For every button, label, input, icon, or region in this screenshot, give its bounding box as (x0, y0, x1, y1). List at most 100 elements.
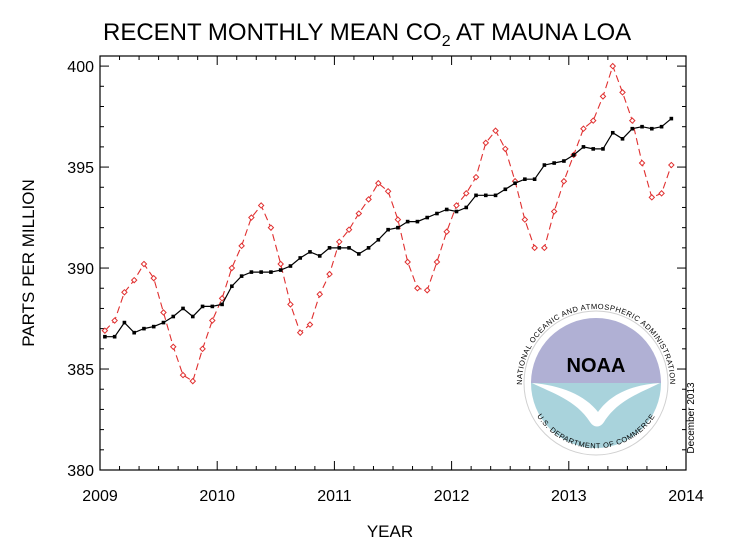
monthly-mean-point (199, 345, 206, 353)
monthly-mean-point (668, 161, 675, 169)
monthly-mean-point (638, 159, 646, 167)
trend-point (181, 306, 185, 311)
axis-ticks: 2009 2010 2011 2012 2013 2014 380 385 390 395 400 (67, 56, 704, 505)
trend-point (171, 314, 176, 319)
trend-point (483, 193, 488, 198)
trend-point (230, 284, 234, 289)
monthly-mean-point (560, 177, 568, 185)
monthly-mean-point (521, 216, 529, 223)
monthly-mean-point (306, 321, 314, 328)
trend-point (396, 225, 400, 230)
trend-point (366, 246, 371, 250)
trend-point (327, 246, 332, 250)
monthly-mean-point (492, 127, 499, 135)
noaa-logo: NOAA NATIONAL OCEANIC AND ATMOSPHERIC AD… (515, 302, 677, 456)
date-annotation: December 2013 (686, 382, 697, 454)
monthly-mean-point (355, 210, 363, 217)
trend-point (190, 314, 195, 319)
monthly-mean-point (414, 284, 421, 292)
x-tick-label: 2011 (317, 488, 352, 505)
monthly-mean-point (541, 244, 548, 252)
trend-point (122, 320, 127, 325)
trend-point (532, 177, 537, 181)
trend-point (298, 256, 303, 260)
monthly-mean-point (140, 260, 148, 268)
y-tick-label: 380 (67, 463, 94, 480)
noaa-acronym: NOAA (567, 355, 626, 377)
monthly-mean-point (482, 139, 490, 147)
monthly-mean-point (160, 309, 167, 316)
monthly-mean-point (179, 371, 187, 379)
monthly-mean-point (609, 62, 617, 70)
monthly-mean-point (257, 202, 265, 209)
trend-point (523, 177, 527, 181)
trend-point (464, 205, 469, 210)
y-axis-label: PARTS PER MILLION (19, 179, 38, 347)
trend-point (669, 116, 674, 121)
monthly-mean-point (296, 329, 304, 336)
monthly-mean-point (209, 317, 216, 324)
monthly-mean-point (648, 194, 656, 201)
noaa-logo-bird (532, 383, 660, 427)
trend-point (112, 334, 117, 339)
monthly-mean-point (130, 276, 138, 284)
trend-point (650, 126, 654, 131)
trend-point (503, 187, 508, 192)
noaa-logo-top (531, 318, 661, 383)
trend-point (454, 209, 459, 214)
trend-point (386, 227, 390, 232)
trend-point (640, 124, 644, 129)
trend-point (376, 237, 381, 242)
monthly-mean-point (658, 190, 665, 197)
trend-point (220, 302, 224, 307)
monthly-mean-point (619, 89, 626, 96)
trend-point (288, 264, 293, 268)
x-tick-label: 2012 (434, 488, 470, 505)
trend-point (542, 163, 547, 167)
trend-point (278, 268, 283, 272)
trend-point (659, 124, 664, 129)
monthly-mean-point (384, 187, 392, 195)
trend-point (200, 304, 205, 309)
monthly-mean-point (287, 301, 294, 308)
monthly-mean-point (121, 288, 128, 296)
trend-point (630, 126, 635, 131)
trend-point (210, 304, 215, 309)
monthly-mean-point (335, 238, 343, 246)
x-tick-label: 2009 (82, 488, 118, 505)
title-suffix: AT MAUNA LOA (451, 19, 632, 46)
monthly-mean-point (472, 173, 480, 181)
monthly-mean-point (628, 117, 636, 124)
trend-point (405, 219, 410, 224)
monthly-mean-point (502, 145, 509, 153)
trend-point (151, 324, 156, 329)
monthly-mean-point (267, 224, 275, 231)
trend-point (562, 159, 566, 163)
trend-point (161, 320, 166, 325)
trend-point (571, 153, 576, 157)
trend-point (317, 254, 322, 258)
x-axis-label: YEAR (367, 522, 413, 541)
trend-point (493, 193, 498, 198)
x-tick-label: 2013 (551, 488, 587, 505)
trend-point (610, 130, 615, 135)
trend-point (308, 250, 312, 254)
trend-point (337, 246, 342, 250)
monthly-mean-point (580, 125, 587, 133)
monthly-mean-point (189, 377, 197, 385)
monthly-mean-point (433, 258, 441, 266)
trend-point (435, 211, 439, 216)
trend-point (513, 181, 517, 186)
monthly-mean-point (462, 190, 470, 197)
monthly-mean-point (218, 295, 226, 302)
trend-point (357, 252, 361, 256)
monthly-mean-point (443, 228, 451, 236)
series-layer (101, 62, 675, 385)
monthly-mean-point (423, 286, 431, 294)
trend-point (620, 137, 625, 141)
trend-point (474, 193, 478, 198)
monthly-mean-point (111, 317, 118, 324)
monthly-mean-point (326, 270, 333, 278)
chart-title: RECENT MONTHLY MEAN CO2 AT MAUNA LOA (103, 19, 631, 50)
